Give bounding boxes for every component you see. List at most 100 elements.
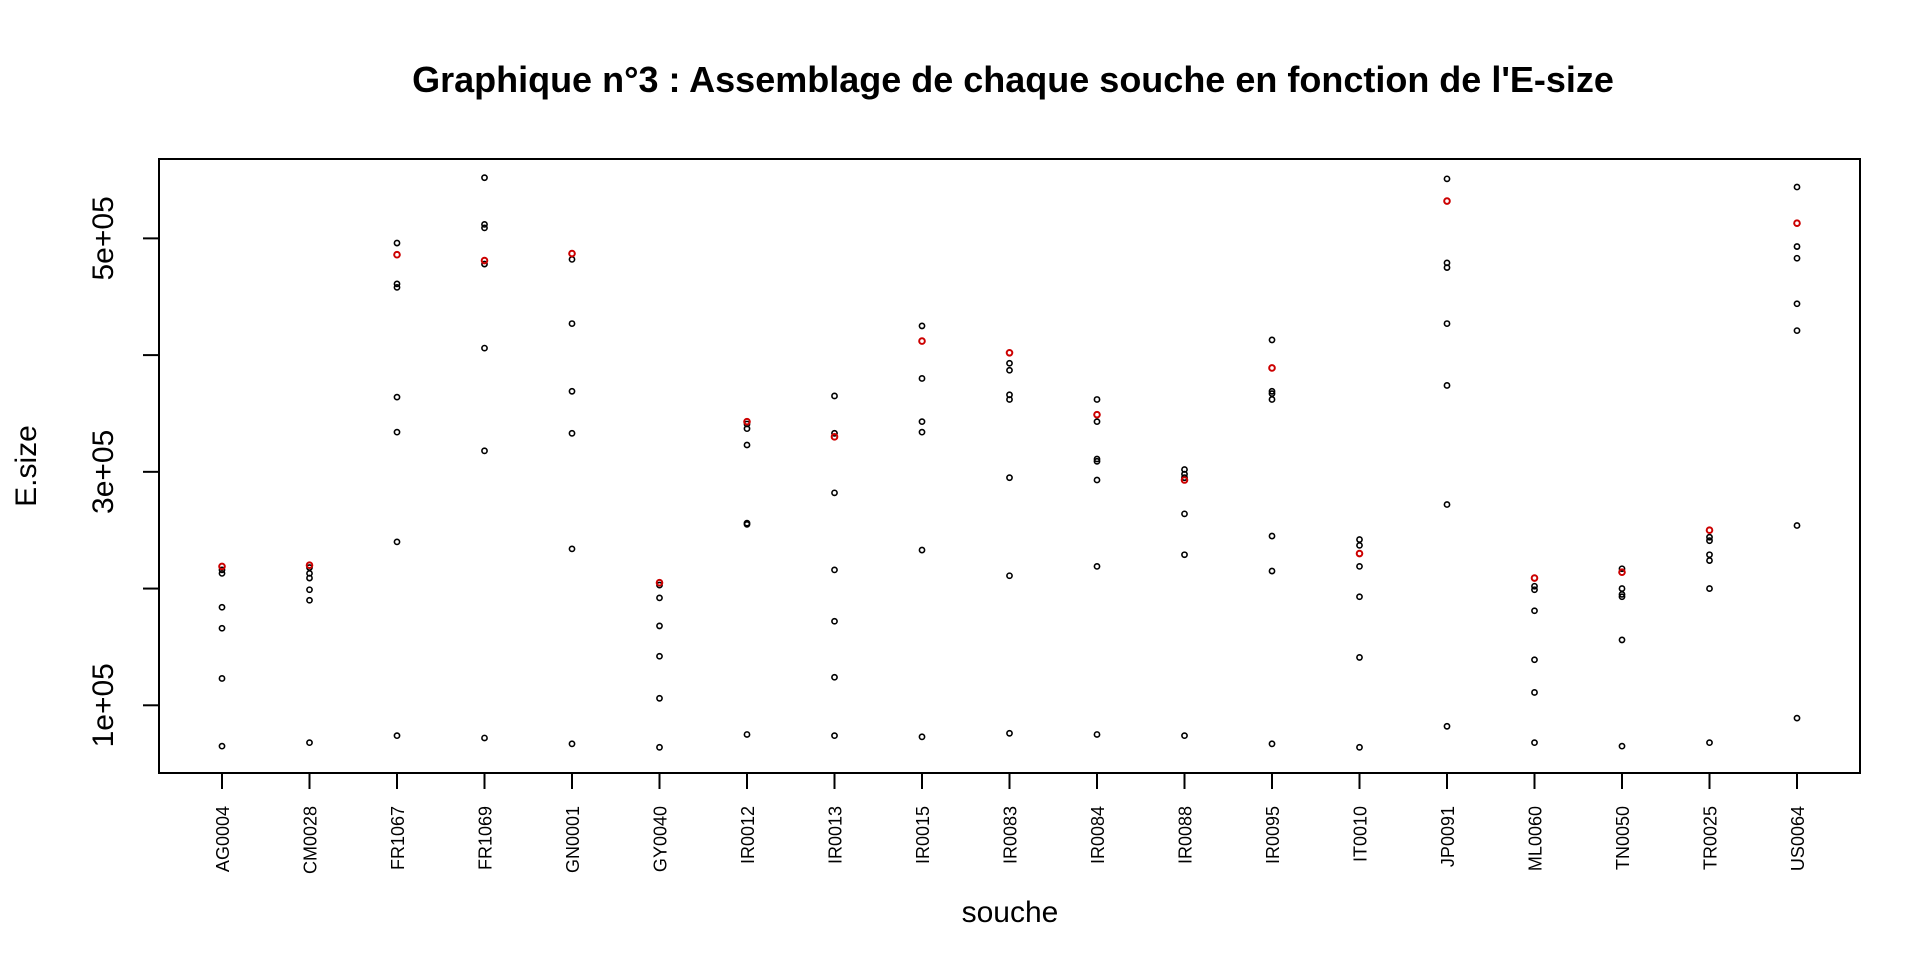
data-point bbox=[481, 344, 488, 352]
data-point bbox=[306, 574, 313, 582]
data-point bbox=[656, 743, 663, 751]
x-tick-label: TN0050 bbox=[1613, 806, 1633, 870]
x-tick-label: IR0083 bbox=[1001, 806, 1021, 864]
data-point bbox=[1181, 510, 1188, 518]
data-point bbox=[918, 546, 926, 554]
data-point bbox=[1531, 607, 1538, 615]
x-tick-label: FR1069 bbox=[476, 806, 496, 870]
data-point bbox=[218, 566, 226, 574]
data-point bbox=[568, 545, 576, 553]
data-point-highlight bbox=[743, 417, 751, 426]
data-point-highlight bbox=[393, 250, 401, 259]
data-point bbox=[218, 675, 226, 682]
data-point-highlight bbox=[1443, 197, 1451, 205]
data-point bbox=[1006, 366, 1013, 374]
data-point-highlight bbox=[1705, 526, 1714, 535]
data-point bbox=[656, 652, 663, 660]
y-tick-label: 5e+05 bbox=[87, 196, 120, 280]
x-tick-label: IR0084 bbox=[1088, 806, 1108, 864]
y-axis: 1e+05 3e+05 5e+05 bbox=[87, 196, 159, 747]
data-point bbox=[218, 569, 226, 577]
data-point bbox=[831, 489, 838, 497]
data-point bbox=[218, 624, 226, 632]
data-point bbox=[743, 520, 751, 528]
data-point-highlight bbox=[1355, 549, 1364, 558]
data-point bbox=[918, 418, 926, 426]
data-point bbox=[1356, 541, 1363, 549]
data-point bbox=[393, 732, 401, 740]
data-point bbox=[306, 596, 313, 604]
x-tick-label: JP0091 bbox=[1438, 806, 1458, 867]
data-point bbox=[1356, 593, 1363, 601]
y-tick-label: 1e+05 bbox=[87, 663, 120, 747]
data-point bbox=[393, 280, 401, 288]
data-point bbox=[1093, 457, 1101, 465]
data-point bbox=[1793, 254, 1801, 262]
data-point bbox=[1006, 572, 1013, 580]
data-point bbox=[743, 441, 751, 449]
data-point bbox=[1006, 729, 1013, 737]
x-axis: AG0004 CM0028 FR1067 FR1069 GN0001 GY0040 IR00… bbox=[213, 773, 1808, 874]
data-point bbox=[1268, 532, 1276, 540]
data-point bbox=[1531, 656, 1538, 664]
x-tick-label: GY0040 bbox=[651, 806, 671, 872]
data-point bbox=[1356, 743, 1363, 751]
x-tick-label: US0064 bbox=[1788, 806, 1808, 871]
y-axis-title: E.size bbox=[10, 425, 43, 507]
data-point bbox=[831, 429, 838, 437]
data-point bbox=[1706, 585, 1713, 592]
data-point bbox=[1093, 455, 1101, 463]
data-point bbox=[568, 255, 576, 263]
data-point bbox=[1618, 585, 1626, 592]
data-point bbox=[1181, 551, 1188, 559]
data-point bbox=[1093, 396, 1101, 403]
data-point bbox=[1268, 740, 1276, 748]
data-point bbox=[306, 739, 313, 747]
data-point bbox=[1531, 586, 1538, 594]
x-tick-label: FR1067 bbox=[388, 806, 408, 870]
data-point bbox=[1093, 476, 1101, 484]
data-point bbox=[1443, 175, 1451, 183]
data-point bbox=[393, 284, 401, 291]
x-axis-title: souche bbox=[962, 896, 1059, 929]
data-point bbox=[1793, 522, 1801, 529]
data-point-highlight bbox=[1093, 410, 1101, 419]
data-point bbox=[1006, 396, 1013, 403]
data-point bbox=[1793, 714, 1801, 722]
data-point bbox=[1706, 739, 1713, 747]
data-point bbox=[1793, 183, 1801, 191]
data-point bbox=[1443, 264, 1451, 271]
data-point bbox=[481, 734, 488, 742]
data-point bbox=[393, 239, 401, 247]
data-point bbox=[481, 220, 488, 228]
data-point bbox=[1356, 536, 1363, 543]
x-tick-label: IT0010 bbox=[1351, 806, 1371, 862]
data-point bbox=[918, 428, 926, 436]
data-point-highlight bbox=[1530, 574, 1539, 582]
data-point bbox=[1531, 739, 1538, 747]
data-point bbox=[1793, 300, 1801, 308]
data-point bbox=[481, 224, 488, 232]
data-point-highlight bbox=[1618, 568, 1626, 577]
data-point bbox=[1268, 336, 1276, 344]
data-point bbox=[1093, 731, 1101, 738]
data-point bbox=[568, 387, 576, 395]
x-tick-label: IR0095 bbox=[1263, 806, 1283, 864]
data-point-highlight bbox=[830, 433, 839, 441]
data-point bbox=[1443, 382, 1451, 389]
chart-title: Graphique n°3 : Assemblage de chaque sou… bbox=[412, 59, 1614, 100]
data-point-highlight bbox=[1793, 219, 1801, 228]
data-point bbox=[1093, 562, 1101, 570]
x-tick-label: ML0060 bbox=[1526, 806, 1546, 871]
data-point bbox=[393, 538, 401, 546]
data-point-highlight bbox=[1005, 348, 1014, 357]
data-point bbox=[1793, 327, 1801, 334]
data-point bbox=[1618, 742, 1626, 750]
data-point-highlight bbox=[655, 578, 664, 587]
data-point bbox=[568, 429, 576, 437]
data-point bbox=[481, 260, 488, 268]
data-point bbox=[831, 617, 838, 625]
x-tick-label: AG0004 bbox=[213, 806, 233, 872]
x-tick-label: IR0012 bbox=[738, 806, 758, 864]
data-point bbox=[218, 603, 226, 611]
